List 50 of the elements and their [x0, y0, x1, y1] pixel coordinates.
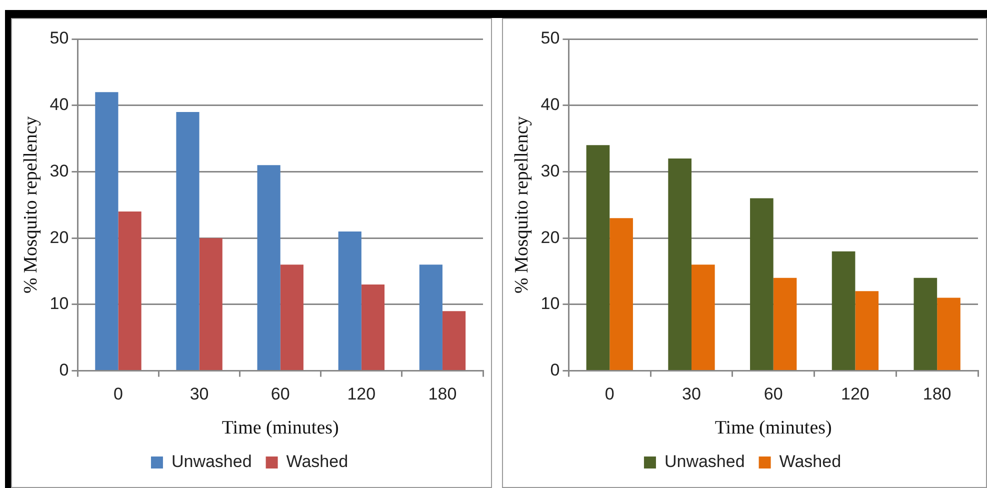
- bar: [832, 251, 856, 370]
- y-tick-label: 20: [50, 228, 69, 247]
- x-tick-label: 180: [922, 384, 952, 404]
- bar: [691, 264, 715, 370]
- bar: [586, 145, 610, 370]
- y-axis-title: % Mosquito repellency: [20, 116, 42, 294]
- bar: [610, 218, 633, 370]
- legend-label: Unwashed: [171, 452, 252, 472]
- y-tick-label: 30: [540, 161, 560, 180]
- bar: [419, 264, 442, 370]
- bar: [668, 158, 692, 370]
- y-tick-label: 0: [59, 360, 69, 380]
- y-tick-label: 40: [50, 95, 69, 114]
- x-tick-label: 30: [682, 384, 701, 404]
- bar: [750, 198, 774, 370]
- x-axis-title: Time (minutes): [222, 418, 339, 439]
- y-tick-label: 50: [50, 28, 69, 48]
- y-tick-label: 50: [540, 28, 560, 48]
- bar: [937, 298, 960, 370]
- y-tick-label: 10: [50, 294, 69, 314]
- bar: [95, 92, 118, 370]
- legend-label: Washed: [779, 452, 842, 472]
- x-tick-label: 60: [764, 384, 783, 404]
- bar: [176, 112, 200, 370]
- x-tick-label: 0: [604, 384, 614, 404]
- bar: [914, 278, 938, 370]
- x-tick-label: 60: [270, 384, 290, 404]
- x-tick-label: 120: [841, 384, 870, 404]
- bar: [257, 165, 280, 370]
- bar: [280, 264, 304, 370]
- bar: [118, 212, 142, 370]
- bar: [361, 284, 385, 370]
- x-tick-label: 180: [428, 384, 457, 404]
- y-axis-title: % Mosquito repellency: [511, 116, 532, 294]
- bar: [855, 291, 879, 370]
- bar: [199, 238, 222, 370]
- x-tick-label: 120: [347, 384, 376, 404]
- legend-label: Washed: [286, 452, 348, 472]
- y-tick-label: 40: [540, 95, 560, 114]
- x-tick-label: 0: [114, 384, 123, 404]
- y-tick-label: 10: [540, 294, 560, 314]
- y-tick-label: 30: [50, 161, 69, 180]
- legend-label: Unwashed: [664, 452, 745, 472]
- bar: [338, 231, 362, 370]
- bar: [442, 311, 466, 370]
- x-tick-label: 30: [190, 384, 209, 404]
- y-tick-label: 20: [540, 228, 560, 247]
- bar: [773, 278, 797, 370]
- y-tick-label: 0: [550, 360, 560, 380]
- x-axis-title: Time (minutes): [714, 418, 832, 439]
